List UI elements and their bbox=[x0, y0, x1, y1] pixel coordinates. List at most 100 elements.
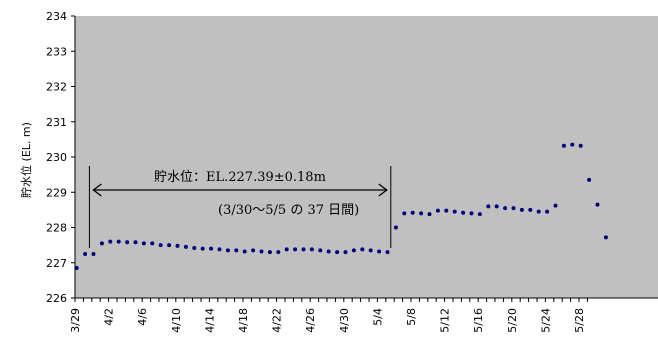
data-point bbox=[183, 244, 188, 249]
data-point bbox=[91, 251, 96, 256]
data-point bbox=[158, 243, 163, 248]
data-point bbox=[595, 202, 600, 207]
data-point bbox=[200, 246, 205, 251]
bracket-arrowhead-right bbox=[378, 183, 388, 197]
data-point bbox=[603, 235, 608, 240]
data-point bbox=[511, 206, 516, 211]
y-tick-label: 231 bbox=[46, 116, 67, 129]
data-point bbox=[125, 240, 130, 245]
data-point bbox=[553, 203, 558, 208]
data-point bbox=[335, 250, 340, 255]
x-tick-label: 4/30 bbox=[338, 308, 351, 333]
data-point bbox=[175, 243, 180, 248]
data-point bbox=[427, 212, 432, 217]
data-point bbox=[133, 240, 138, 245]
y-axis: 226 227 228 229 230 231 232 233 234 bbox=[46, 10, 76, 305]
x-tick-label: 4/14 bbox=[203, 308, 216, 333]
x-tick-label: 5/8 bbox=[405, 308, 418, 326]
water-level-annotation: 貯水位：EL.227.39±0.18m bbox=[154, 170, 326, 185]
data-point bbox=[545, 209, 550, 214]
data-point bbox=[410, 210, 415, 215]
data-point bbox=[301, 247, 306, 252]
x-tick-label: 5/28 bbox=[573, 308, 586, 333]
data-series bbox=[74, 142, 608, 271]
data-point bbox=[360, 247, 365, 252]
data-point bbox=[494, 204, 499, 209]
data-point bbox=[234, 248, 239, 253]
data-point bbox=[486, 204, 491, 209]
data-point bbox=[528, 207, 533, 212]
x-tick-label: 4/6 bbox=[136, 308, 149, 326]
data-point bbox=[318, 248, 323, 253]
x-tick-label: 4/10 bbox=[170, 308, 183, 333]
data-point bbox=[351, 248, 356, 253]
data-point bbox=[402, 211, 407, 216]
data-point bbox=[469, 211, 474, 216]
data-point bbox=[293, 247, 298, 252]
period-bracket bbox=[88, 166, 392, 248]
x-tick-label: 5/4 bbox=[371, 308, 384, 326]
data-point bbox=[242, 249, 247, 254]
data-point bbox=[561, 143, 566, 148]
y-tick-label: 234 bbox=[46, 10, 67, 23]
x-tick-label: 5/20 bbox=[506, 308, 519, 333]
data-point bbox=[519, 207, 524, 212]
data-point bbox=[267, 250, 272, 255]
y-tick-label: 230 bbox=[46, 151, 67, 164]
data-point bbox=[284, 247, 289, 252]
data-point bbox=[192, 245, 197, 250]
data-point bbox=[83, 251, 88, 256]
x-axis: 3/29 4/2 4/6 4/10 4/14 4/18 4/22 4/26 4/30 5/4 5/8… bbox=[69, 297, 658, 333]
data-point bbox=[477, 212, 482, 217]
data-point bbox=[578, 143, 583, 148]
data-point bbox=[377, 249, 382, 254]
data-point bbox=[570, 142, 575, 147]
data-point bbox=[309, 247, 314, 252]
y-axis-label: 貯水位 (EL. m) bbox=[19, 122, 33, 198]
data-point bbox=[217, 247, 222, 252]
data-point bbox=[74, 266, 79, 271]
data-point bbox=[108, 239, 113, 244]
data-point bbox=[587, 177, 592, 182]
data-point bbox=[326, 249, 331, 254]
data-point bbox=[461, 210, 466, 215]
data-point bbox=[503, 206, 508, 211]
x-tick-label: 4/26 bbox=[304, 308, 317, 333]
data-point bbox=[167, 243, 172, 248]
data-point bbox=[150, 241, 155, 246]
data-point bbox=[452, 209, 457, 214]
data-point bbox=[435, 208, 440, 213]
data-point bbox=[419, 211, 424, 216]
data-point bbox=[141, 241, 146, 246]
x-tick-label: 4/18 bbox=[237, 308, 250, 333]
x-tick-label: 3/29 bbox=[69, 308, 82, 333]
x-tick-label: 4/2 bbox=[103, 308, 116, 326]
data-point bbox=[259, 249, 264, 254]
data-point bbox=[276, 250, 281, 255]
data-point bbox=[444, 208, 449, 213]
data-point bbox=[393, 225, 398, 230]
data-point bbox=[368, 248, 373, 253]
data-point bbox=[251, 248, 256, 253]
y-tick-label: 229 bbox=[46, 186, 67, 199]
data-point bbox=[536, 209, 541, 214]
plot-area bbox=[75, 16, 658, 298]
x-tick-label: 5/12 bbox=[439, 308, 452, 333]
data-point bbox=[99, 241, 104, 246]
x-tick-label: 5/24 bbox=[539, 308, 552, 333]
x-tick-label: 4/22 bbox=[271, 308, 284, 333]
y-tick-label: 226 bbox=[46, 292, 67, 305]
y-tick-label: 233 bbox=[46, 45, 67, 58]
data-point bbox=[385, 250, 390, 255]
y-tick-label: 228 bbox=[46, 222, 67, 235]
y-tick-label: 232 bbox=[46, 81, 67, 94]
x-tick-label: 5/16 bbox=[472, 308, 485, 333]
data-point bbox=[116, 239, 121, 244]
period-annotation: (3/30～5/5 の 37 日間) bbox=[218, 203, 359, 218]
data-point bbox=[209, 246, 214, 251]
y-tick-label: 227 bbox=[46, 257, 67, 270]
bracket-arrowhead-left bbox=[92, 183, 102, 197]
data-point bbox=[343, 250, 348, 255]
data-point bbox=[225, 248, 230, 253]
